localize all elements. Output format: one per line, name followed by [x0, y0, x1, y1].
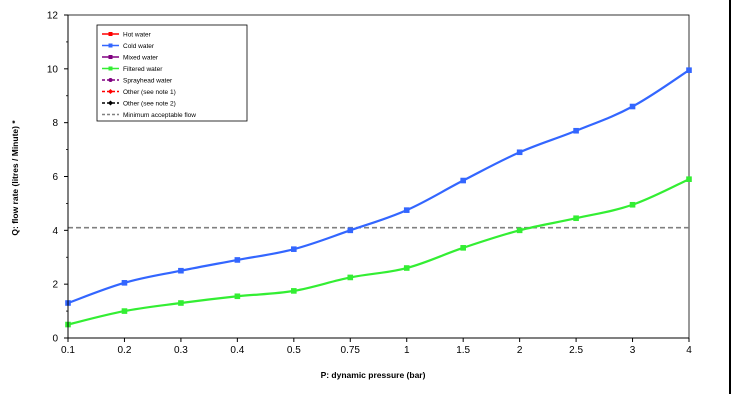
filtered-water-point [291, 288, 297, 294]
legend-item-label: Other (see note 2) [123, 100, 176, 107]
x-tick-label: 3 [630, 345, 636, 356]
cold-water-point [460, 177, 466, 184]
filtered-water-point [403, 265, 410, 271]
legend-swatch-marker [108, 100, 113, 106]
y-tick-label: 10 [47, 64, 59, 75]
filtered-water-point [460, 245, 466, 251]
cold-water-point [121, 280, 128, 286]
cold-water-point [629, 103, 636, 110]
legend-item-label: Mixed water [123, 54, 159, 61]
legend-swatch-marker [108, 89, 113, 94]
legend-item-label: Other (see note 1) [123, 89, 176, 96]
filtered-water-point [516, 227, 523, 234]
x-tick-label: 0.2 [118, 345, 132, 356]
legend-item-label: Filtered water [123, 66, 163, 73]
cold-water-point [686, 67, 692, 73]
legend-swatch-marker [108, 78, 113, 82]
y-axis-title: Q: flow rate (litres / Minute) * [10, 120, 20, 236]
legend-swatch-marker [108, 32, 113, 36]
legend-swatch-marker [108, 43, 113, 48]
filtered-water-series-line [67, 178, 690, 326]
right-border [729, 0, 731, 394]
cold-water-series-line [67, 69, 690, 305]
filtered-water-point [234, 293, 241, 300]
x-tick-label: 0.3 [174, 345, 188, 356]
cold-water-point [234, 257, 241, 263]
filtered-water-point [347, 274, 354, 281]
legend-box [96, 24, 248, 122]
filtered-water-point [629, 201, 636, 208]
filtered-water-point [686, 176, 692, 182]
legend-swatch-marker [108, 55, 113, 59]
legend-item-label: Cold water [123, 43, 155, 50]
x-tick-label: 0.5 [287, 345, 301, 356]
filtered-water-point [573, 215, 579, 222]
cold-water-point [573, 127, 579, 134]
y-tick-label: 2 [52, 280, 58, 291]
cold-water-point [291, 246, 297, 252]
axes-layer: 0 2 4 6 8 10 12 0.1 0.2 0.3 0.4 0.5 0.75 1 1.5 2 2.5 3 4 [47, 11, 692, 357]
cold-water-point [516, 149, 523, 156]
legend-item-label: Minimum acceptable flow [123, 112, 196, 119]
y-tick-label: 6 [52, 172, 58, 183]
x-tick-label: 0.75 [341, 345, 361, 356]
x-tick-label: 4 [686, 345, 692, 356]
legend-swatch-marker [108, 66, 113, 71]
x-tick-label: 1.5 [456, 345, 470, 356]
x-axis-title: P: dynamic pressure (bar) [321, 370, 426, 380]
x-tick-label: 2.5 [569, 345, 583, 356]
x-tick-label: 2 [517, 345, 523, 356]
y-tick-label: 12 [47, 11, 59, 22]
legend-item-label: Sprayhead water [123, 77, 173, 84]
y-tick-label: 8 [52, 118, 58, 129]
x-tick-label: 0.4 [230, 345, 244, 356]
cold-water-point [403, 207, 410, 213]
x-tick-label: 1 [404, 345, 410, 356]
legend: Hot water Cold water Mixed water Filtered w… [96, 24, 248, 122]
y-tick-label: 0 [52, 334, 58, 345]
filtered-water-point [178, 300, 184, 306]
x-tick-label: 0.1 [61, 345, 75, 356]
legend-item-label: Hot water [123, 31, 152, 38]
cold-water-point [347, 227, 354, 234]
series-layer [65, 67, 692, 328]
y-tick-label: 4 [52, 226, 58, 237]
cold-water-point [178, 267, 184, 274]
filtered-water-point [121, 308, 128, 314]
